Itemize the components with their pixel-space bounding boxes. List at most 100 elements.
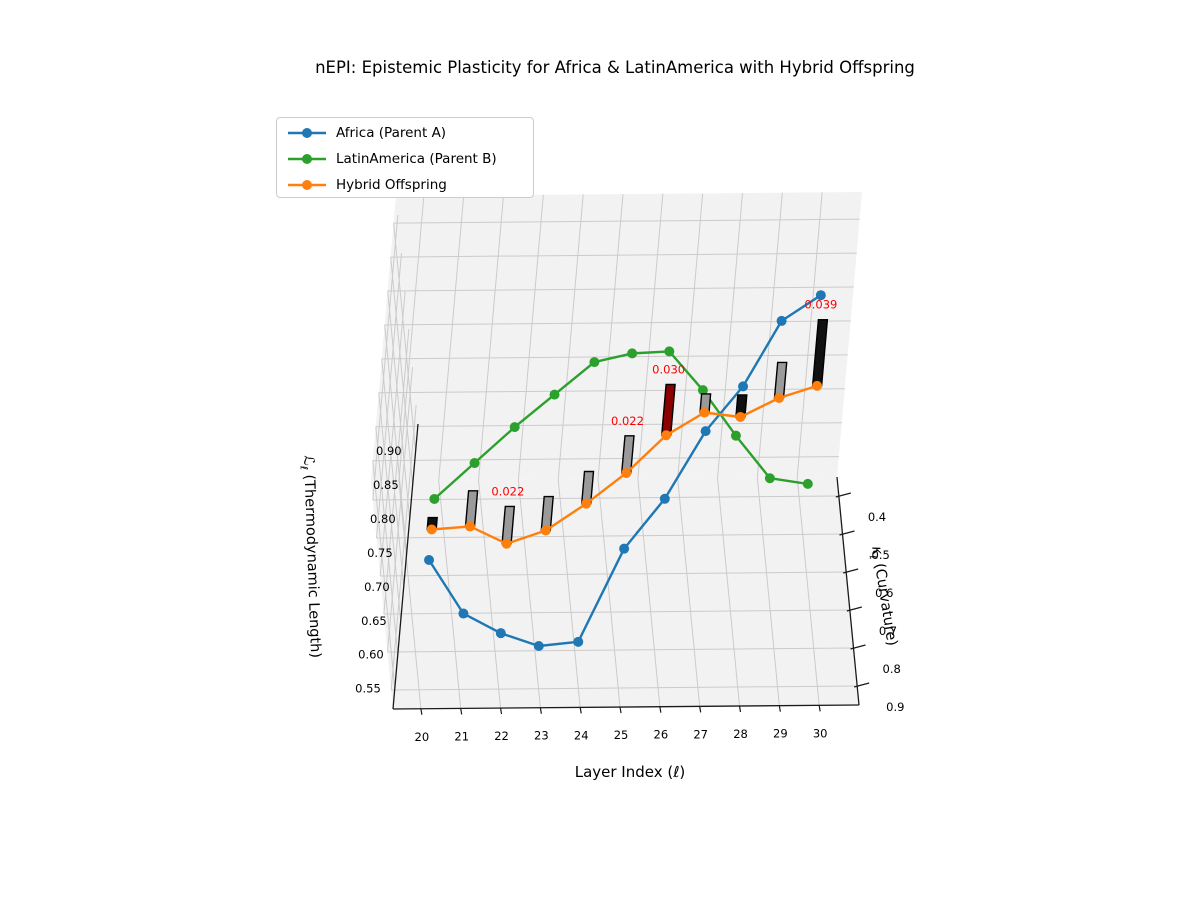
series-hybrid-marker bbox=[581, 498, 592, 509]
pane-bottom bbox=[371, 477, 859, 709]
grid-x-bottom bbox=[796, 477, 820, 706]
series-latinamerica-marker bbox=[469, 458, 480, 469]
grid-x-back bbox=[796, 192, 823, 478]
series-hybrid-marker bbox=[540, 525, 551, 536]
nepi-annotation: 0.022 bbox=[611, 414, 644, 428]
series-latinamerica-marker bbox=[802, 478, 813, 489]
x-tick bbox=[460, 708, 463, 715]
legend-item-hybrid: Hybrid Offspring bbox=[286, 172, 533, 198]
grid-y-left bbox=[372, 214, 399, 501]
z-tick-label: 0.80 bbox=[370, 512, 396, 526]
grid-x-back bbox=[438, 195, 465, 481]
grid-x-bottom bbox=[637, 478, 661, 707]
series-africa-marker bbox=[815, 290, 826, 301]
grid-x-bottom bbox=[557, 479, 581, 708]
legend-line-marker-icon bbox=[288, 180, 326, 190]
grid-z-back bbox=[390, 252, 857, 258]
series-africa-marker bbox=[776, 315, 787, 326]
x-tick-label: 25 bbox=[614, 728, 629, 742]
y-tick bbox=[846, 606, 862, 612]
series-latinamerica-marker bbox=[509, 422, 520, 433]
legend-label-hybrid: Hybrid Offspring bbox=[336, 177, 447, 193]
grid-z-left bbox=[393, 223, 417, 452]
x-tick-label: 20 bbox=[415, 730, 430, 744]
series-africa-marker bbox=[533, 640, 544, 651]
grid-x-back bbox=[637, 193, 664, 479]
grid-x-bottom bbox=[597, 479, 621, 708]
nepi-annotation: 0.022 bbox=[491, 484, 524, 498]
grid-x-bottom bbox=[677, 478, 701, 707]
series-hybrid-marker bbox=[774, 393, 785, 404]
z-tick-label: 0.65 bbox=[361, 614, 387, 628]
series-hybrid-marker bbox=[621, 468, 632, 479]
grid-y-left bbox=[390, 404, 417, 691]
grid-y-bottom bbox=[376, 533, 843, 539]
legend-marker bbox=[302, 154, 312, 164]
legend-line-marker-icon bbox=[288, 154, 326, 164]
z-tick-label: 0.55 bbox=[355, 682, 381, 696]
grid-y-left bbox=[387, 366, 413, 653]
y-tick bbox=[835, 492, 851, 498]
series-africa-marker bbox=[700, 426, 711, 437]
grid-z-left bbox=[372, 460, 396, 689]
z-tick-label: 0.60 bbox=[358, 648, 384, 662]
x-tick bbox=[539, 707, 542, 714]
z-tick-label: 0.90 bbox=[376, 444, 402, 458]
x-tick bbox=[818, 705, 821, 712]
x-tick-label: 23 bbox=[534, 729, 549, 743]
y-tick-label: 0.9 bbox=[886, 700, 904, 714]
series-hybrid-marker bbox=[426, 524, 437, 535]
grid-y-bottom bbox=[387, 647, 854, 653]
grid-z-left bbox=[384, 324, 408, 553]
z-tick-label: 0.75 bbox=[367, 546, 393, 560]
grid-x-bottom bbox=[478, 480, 502, 709]
y-axis-spine bbox=[836, 476, 860, 706]
grid-z-left bbox=[387, 290, 411, 520]
series-hybrid-marker bbox=[735, 411, 746, 422]
grid-z-left bbox=[378, 392, 402, 621]
grid-y-left bbox=[383, 328, 410, 615]
legend-label-africa: Africa (Parent A) bbox=[336, 125, 447, 141]
x-tick-label: 24 bbox=[574, 728, 589, 742]
series-hybrid-marker bbox=[465, 521, 476, 532]
x-tick-label: 26 bbox=[654, 728, 669, 742]
grid-x-back bbox=[398, 195, 425, 481]
x-tick-label: 30 bbox=[813, 726, 828, 740]
x-tick bbox=[699, 706, 702, 713]
series-latinamerica-marker bbox=[429, 493, 440, 504]
x-axis-spine bbox=[392, 704, 860, 710]
series-africa-marker bbox=[738, 381, 749, 392]
series-africa-marker bbox=[458, 608, 469, 619]
y-tick-label: 0.8 bbox=[883, 662, 901, 676]
grid-x-back bbox=[478, 195, 505, 481]
x-tick bbox=[778, 705, 781, 712]
grid-y-bottom bbox=[391, 685, 858, 691]
legend: Africa (Parent A) LatinAmerica (Parent B… bbox=[276, 117, 534, 198]
grid-y-left bbox=[379, 290, 406, 577]
series-africa-marker bbox=[424, 555, 435, 566]
y-tick bbox=[839, 530, 855, 536]
x-tick-label: 27 bbox=[693, 727, 708, 741]
grid-z-back bbox=[393, 218, 860, 224]
grid-z-back bbox=[378, 388, 845, 394]
grid-x-back bbox=[517, 194, 544, 480]
grid-x-bottom bbox=[398, 480, 422, 709]
x-axis-label: Layer Index (ℓ) bbox=[574, 763, 686, 781]
x-tick-label: 21 bbox=[454, 729, 469, 743]
grid-x-bottom bbox=[756, 477, 780, 706]
series-africa-marker bbox=[495, 628, 506, 639]
chart-title: nEPI: Epistemic Plasticity for Africa & … bbox=[315, 58, 915, 77]
series-hybrid-marker bbox=[699, 407, 710, 418]
series-hybrid-marker bbox=[661, 430, 672, 441]
legend-label-latinamerica: LatinAmerica (Parent B) bbox=[336, 151, 497, 167]
x-tick bbox=[619, 706, 622, 714]
grid-y-bottom bbox=[380, 571, 847, 577]
legend-item-latinamerica: LatinAmerica (Parent B) bbox=[286, 146, 533, 172]
x-tick-label: 22 bbox=[494, 729, 509, 743]
x-tick-label: 29 bbox=[773, 727, 788, 741]
y-tick bbox=[843, 568, 859, 574]
z-axis-spine bbox=[392, 423, 419, 710]
grid-x-bottom bbox=[517, 479, 541, 708]
x-tick bbox=[659, 706, 662, 713]
